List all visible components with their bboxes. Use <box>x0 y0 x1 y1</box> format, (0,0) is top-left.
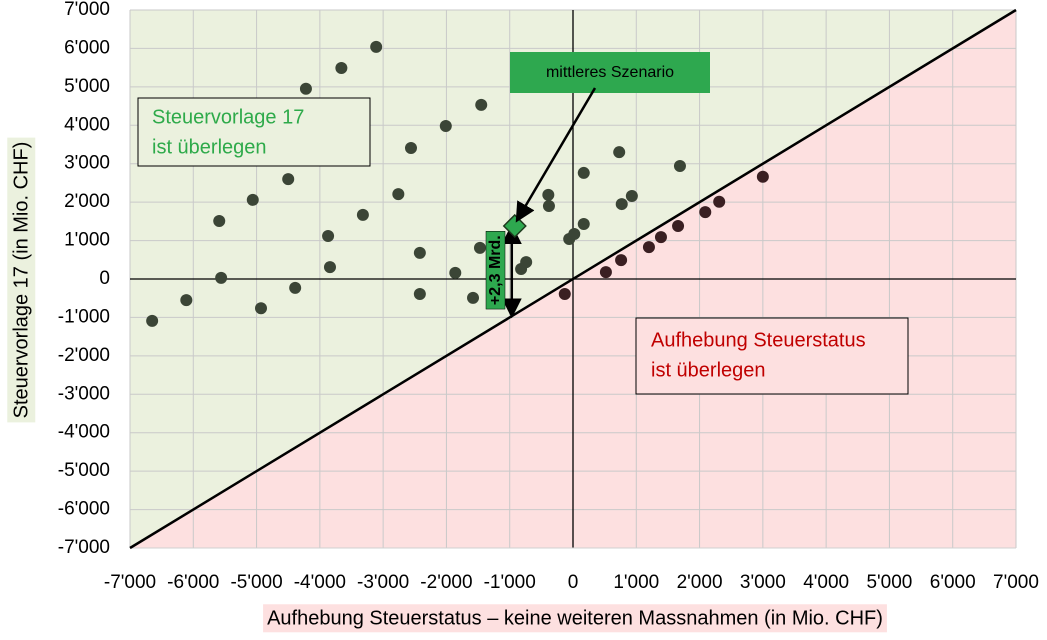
x-tick-label: -2'000 <box>420 572 472 593</box>
region-above-label: ist überlegen <box>152 136 267 158</box>
point <box>558 287 571 300</box>
point <box>215 271 228 284</box>
point <box>613 146 626 159</box>
point <box>246 193 259 206</box>
point <box>473 241 486 254</box>
point <box>467 291 480 304</box>
point <box>577 166 590 179</box>
callout-bg <box>510 52 710 93</box>
difference-label: +2,3 Mrd. <box>487 235 504 305</box>
x-tick-label: -3'000 <box>357 572 409 593</box>
y-tick-label: -3'000 <box>58 383 110 404</box>
y-tick-label: -4'000 <box>58 422 110 443</box>
point <box>392 188 405 201</box>
region-below-label: ist überlegen <box>651 359 766 381</box>
x-tick-label: -4'000 <box>294 572 346 593</box>
point <box>615 254 628 267</box>
point <box>289 281 302 294</box>
y-tick-label: 1'000 <box>64 230 110 251</box>
point <box>335 62 348 75</box>
y-axis-title: Steuervorlage 17 (in Mio. CHF) <box>10 142 32 419</box>
x-tick-label: 7'000 <box>993 572 1039 593</box>
y-tick-label: -2'000 <box>58 345 110 366</box>
x-tick-label: 2'000 <box>677 572 723 593</box>
point <box>568 228 581 241</box>
x-title-bg <box>263 604 887 633</box>
diagonal <box>129 8 1017 550</box>
y-title-bg <box>7 137 36 423</box>
point <box>255 302 268 315</box>
point <box>213 214 226 227</box>
x-tick-label: 1'000 <box>613 572 659 593</box>
point <box>713 195 726 208</box>
difference-label-bg <box>485 231 506 310</box>
x-tick-label: 5'000 <box>866 572 912 593</box>
point <box>282 173 295 186</box>
y-tick-label: 7'000 <box>64 0 110 20</box>
y-tick-label: -1'000 <box>58 306 110 327</box>
region-above-box <box>137 97 371 167</box>
x-axis-title: Aufhebung Steuerstatus – keine weiteren … <box>267 607 883 629</box>
point <box>756 170 769 183</box>
point <box>625 189 638 202</box>
callout-label: mittleres Szenario <box>546 64 674 81</box>
point <box>413 287 426 300</box>
point <box>299 82 312 95</box>
point <box>599 266 612 279</box>
point <box>180 294 193 307</box>
point <box>322 229 335 242</box>
y-tick-label: -6'000 <box>58 499 110 520</box>
region-above-label: Steuervorlage 17 <box>152 106 304 128</box>
y-tick-label: 3'000 <box>64 153 110 174</box>
region-below-label: Aufhebung Steuerstatus <box>651 329 866 351</box>
y-tick-label: 5'000 <box>64 76 110 97</box>
x-tick-label: 0 <box>568 572 579 593</box>
callout-arrow <box>515 87 597 223</box>
point <box>449 266 462 279</box>
point <box>323 261 336 274</box>
point <box>370 40 383 53</box>
y-title-group: Steuervorlage 17 (in Mio. CHF) <box>7 137 36 423</box>
point <box>699 206 712 219</box>
point <box>542 199 555 212</box>
point <box>475 98 488 111</box>
point <box>672 219 685 232</box>
x-tick-label: -5'000 <box>230 572 282 593</box>
point <box>642 241 655 254</box>
x-tick-label: 4'000 <box>803 572 849 593</box>
region-below-box <box>635 317 909 395</box>
point <box>542 188 555 201</box>
x-tick-label: -6'000 <box>167 572 219 593</box>
y-tick-label: -5'000 <box>58 460 110 481</box>
point <box>356 208 369 221</box>
y-tick-label: 4'000 <box>64 114 110 135</box>
point <box>615 198 628 211</box>
x-tick-label: 6'000 <box>930 572 976 593</box>
point <box>673 160 686 173</box>
point <box>577 218 590 231</box>
y-tick-label: -7'000 <box>58 537 110 558</box>
point <box>146 314 159 327</box>
y-tick-label: 6'000 <box>64 37 110 58</box>
point <box>404 141 417 154</box>
x-tick-label: -1'000 <box>484 572 536 593</box>
x-tick-label: -7'000 <box>104 572 156 593</box>
point <box>654 231 667 244</box>
x-tick-label: 3'000 <box>740 572 786 593</box>
difference-label-group: +2,3 Mrd. <box>485 231 506 310</box>
point <box>520 256 533 269</box>
point <box>439 120 452 133</box>
y-tick-label: 2'000 <box>64 191 110 212</box>
y-tick-label: 0 <box>99 268 110 289</box>
point <box>413 246 426 259</box>
